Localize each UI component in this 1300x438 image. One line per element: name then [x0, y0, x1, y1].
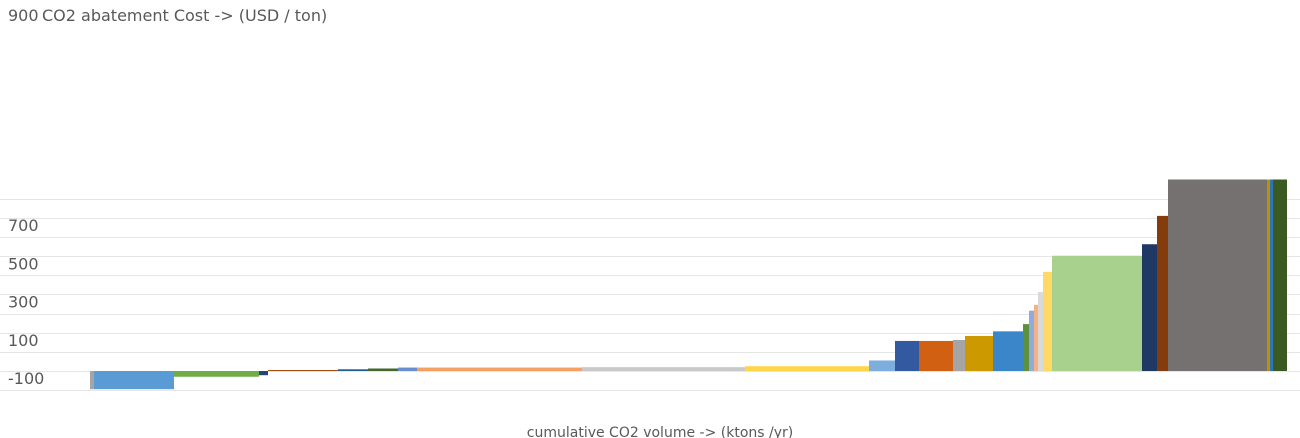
- bar: [417, 367, 582, 371]
- bar: [1052, 255, 1142, 371]
- y-tick-label: 700: [8, 216, 39, 235]
- bar: [1038, 292, 1043, 371]
- bar: [1029, 310, 1034, 371]
- x-axis-label: cumulative CO2 volume -> (ktons /yr): [527, 425, 793, 438]
- bar: [338, 369, 368, 371]
- bar: [993, 331, 1023, 371]
- y-tick-label: 900: [8, 6, 39, 25]
- bar: [94, 371, 174, 390]
- bar: [1142, 244, 1157, 371]
- bars: [90, 179, 1287, 390]
- bar: [174, 371, 259, 377]
- bar: [90, 371, 94, 390]
- bar: [1023, 324, 1029, 371]
- bar: [1157, 215, 1168, 371]
- y-axis-label: CO2 abatement Cost -> (USD / ton): [42, 6, 327, 25]
- bar: [1043, 271, 1052, 371]
- bar: [368, 368, 398, 371]
- bar: [919, 340, 953, 371]
- bar: [1168, 179, 1267, 371]
- bar: [259, 371, 268, 376]
- y-tick-label: 300: [8, 293, 39, 312]
- bar: [268, 370, 338, 372]
- y-tick-label: -100: [8, 369, 44, 388]
- bar: [398, 367, 417, 371]
- y-tick-label: 500: [8, 254, 39, 273]
- bar: [1267, 179, 1270, 371]
- y-tick-label: 100: [8, 331, 39, 350]
- bar: [869, 360, 895, 371]
- bar: [745, 366, 869, 371]
- bar: [1034, 304, 1038, 371]
- bar: [953, 339, 965, 371]
- bar: [895, 340, 919, 371]
- y-tick-labels: -100 100 300 500 700 900: [8, 6, 44, 388]
- bar: [582, 367, 745, 371]
- bar: [1270, 179, 1273, 371]
- bar: [1273, 179, 1287, 371]
- bar: [965, 335, 993, 371]
